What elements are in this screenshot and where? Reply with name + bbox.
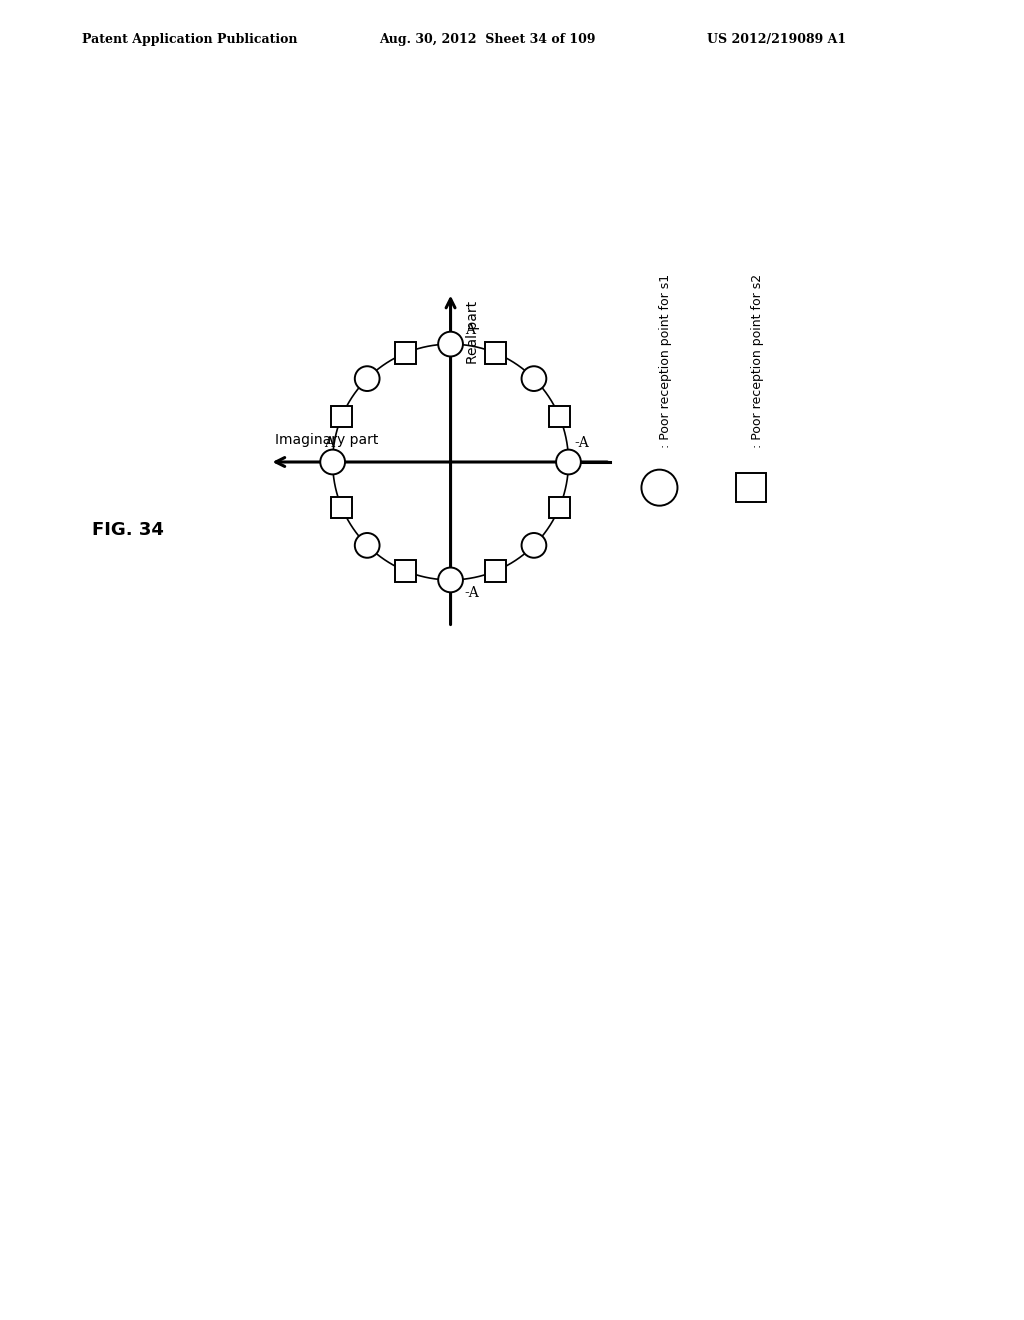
Bar (549, 407, 570, 428)
Bar (331, 496, 352, 517)
Text: Imaginary part: Imaginary part (275, 433, 379, 446)
Text: A: A (325, 436, 334, 450)
Bar (395, 560, 416, 582)
Text: US 2012/219089 A1: US 2012/219089 A1 (707, 33, 846, 46)
Bar (549, 496, 570, 517)
Text: -A: -A (574, 436, 589, 450)
Text: FIG. 34: FIG. 34 (92, 521, 164, 540)
Text: : Poor reception point for s1: : Poor reception point for s1 (659, 275, 673, 449)
Circle shape (438, 331, 463, 356)
Circle shape (521, 366, 547, 391)
Circle shape (556, 450, 581, 474)
Circle shape (641, 470, 678, 506)
Text: -A: -A (465, 586, 479, 599)
Circle shape (521, 533, 547, 558)
Bar (331, 407, 352, 428)
Bar (485, 560, 506, 582)
Text: : Poor reception point for s2: : Poor reception point for s2 (752, 275, 764, 449)
Text: Real part: Real part (466, 301, 480, 363)
Circle shape (438, 568, 463, 593)
Circle shape (321, 450, 345, 474)
Circle shape (354, 366, 380, 391)
Text: A: A (465, 323, 475, 337)
Bar (736, 473, 766, 503)
Text: Aug. 30, 2012  Sheet 34 of 109: Aug. 30, 2012 Sheet 34 of 109 (379, 33, 595, 46)
Bar (395, 342, 416, 364)
Bar (485, 342, 506, 364)
Text: Patent Application Publication: Patent Application Publication (82, 33, 297, 46)
Circle shape (354, 533, 380, 558)
